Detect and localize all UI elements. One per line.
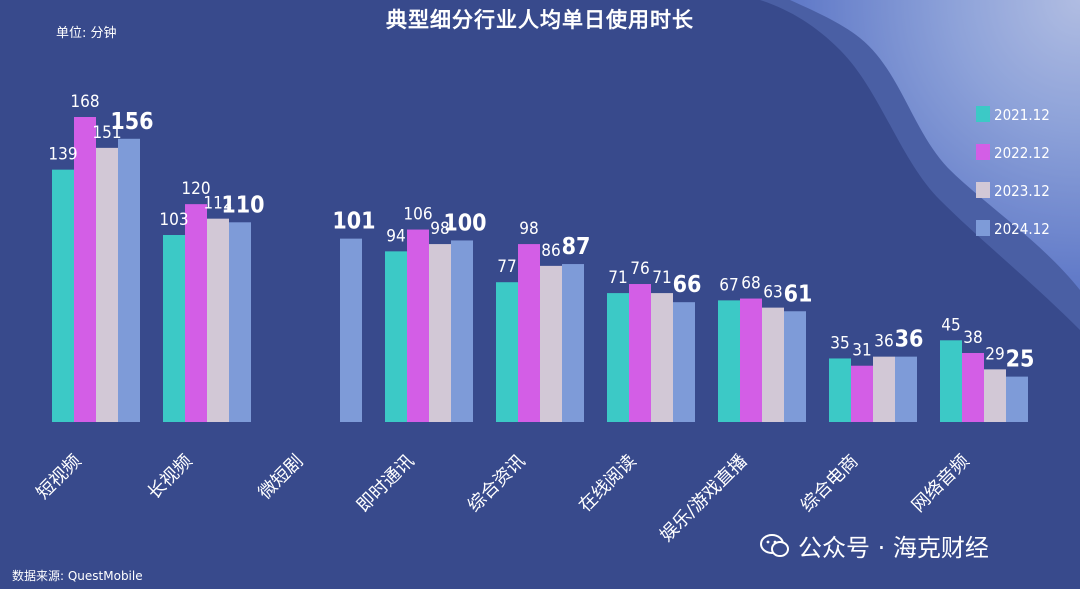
category-label-在线阅读: 在线阅读 [575, 451, 641, 517]
bar-2024.12-微短剧 [340, 238, 362, 422]
bar-2023.12-长视频 [207, 218, 229, 422]
bar-2021.12-即时通讯 [385, 251, 407, 422]
data-label-2022.12-在线阅读: 76 [630, 259, 649, 279]
watermark-text: 公众号 · 海克财经 [798, 534, 989, 562]
bar-2022.12-综合电商 [851, 365, 873, 422]
data-label-2023.12-短视频: 151 [92, 123, 121, 143]
bar-2022.12-综合资讯 [518, 244, 540, 422]
bar-2024.12-在线阅读 [673, 302, 695, 422]
legend-label-2023.12: 2023.12 [994, 182, 1050, 200]
bar-2024.12-网络音频 [1006, 376, 1028, 422]
bar-2021.12-在线阅读 [607, 293, 629, 422]
bar-2022.12-网络音频 [962, 353, 984, 422]
wechat-icon [760, 533, 789, 557]
data-label-2022.12-综合电商: 31 [852, 341, 871, 361]
category-label-长视频: 长视频 [144, 451, 197, 504]
category-label-微短剧: 微短剧 [255, 451, 308, 504]
data-label-2022.12-短视频: 168 [70, 92, 99, 112]
data-label-2021.12-娱乐/游戏直播: 67 [719, 275, 738, 295]
data-label-2024.12-长视频: 110 [221, 192, 264, 218]
data-label-2021.12-综合电商: 35 [830, 333, 849, 353]
data-label-2024.12-短视频: 156 [110, 109, 153, 135]
data-label-2021.12-短视频: 139 [48, 145, 77, 165]
watermark: 公众号 · 海克财经 [760, 528, 989, 563]
bar-2021.12-网络音频 [940, 340, 962, 422]
bar-2022.12-即时通讯 [407, 229, 429, 422]
bar-2021.12-长视频 [163, 235, 185, 422]
data-label-2023.12-即时通讯: 98 [430, 219, 449, 239]
data-label-2023.12-综合资讯: 86 [541, 241, 560, 261]
bar-2022.12-短视频 [74, 117, 96, 422]
data-label-2022.12-网络音频: 38 [963, 328, 982, 348]
data-label-2024.12-娱乐/游戏直播: 61 [784, 281, 813, 307]
data-label-2024.12-综合资讯: 87 [562, 234, 591, 260]
data-label-2022.12-综合资讯: 98 [519, 219, 538, 239]
bar-2021.12-综合电商 [829, 358, 851, 422]
chart-title: 典型细分行业人均单日使用时长 [386, 8, 694, 32]
data-source: 数据来源: QuestMobile [12, 569, 143, 583]
data-label-2024.12-微短剧: 101 [332, 209, 375, 235]
data-label-2024.12-在线阅读: 66 [673, 272, 702, 298]
category-label-网络音频: 网络音频 [908, 451, 974, 517]
legend-swatch-2023.12 [976, 182, 990, 198]
bar-2021.12-娱乐/游戏直播 [718, 300, 740, 422]
data-label-2021.12-长视频: 103 [159, 210, 188, 230]
data-label-2023.12-在线阅读: 71 [652, 268, 671, 288]
data-label-2023.12-长视频: 112 [203, 194, 232, 214]
bar-2024.12-即时通讯 [451, 240, 473, 422]
bar-2021.12-综合资讯 [496, 282, 518, 422]
data-label-2022.12-即时通讯: 106 [403, 205, 432, 225]
bar-2023.12-即时通讯 [429, 244, 451, 422]
data-label-2021.12-综合资讯: 77 [497, 257, 516, 277]
data-label-2022.12-长视频: 120 [181, 179, 210, 199]
bar-2024.12-长视频 [229, 222, 251, 422]
category-label-综合电商: 综合电商 [797, 451, 863, 517]
data-label-2024.12-即时通讯: 100 [443, 210, 486, 236]
legend-swatch-2021.12 [976, 106, 990, 122]
bar-2022.12-娱乐/游戏直播 [740, 298, 762, 422]
unit-label: 单位: 分钟 [56, 26, 117, 41]
data-label-2021.12-在线阅读: 71 [608, 268, 627, 288]
legend-swatch-2022.12 [976, 144, 990, 160]
legend-label-2021.12: 2021.12 [994, 106, 1050, 124]
bar-2023.12-在线阅读 [651, 293, 673, 422]
category-label-即时通讯: 即时通讯 [353, 451, 419, 517]
decorative-corner-wave [790, 0, 1080, 290]
legend-label-2022.12: 2022.12 [994, 144, 1050, 162]
category-label-娱乐/游戏直播: 娱乐/游戏直播 [656, 451, 752, 547]
category-label-综合资讯: 综合资讯 [464, 451, 530, 517]
bar-2022.12-长视频 [185, 204, 207, 422]
data-label-2023.12-网络音频: 29 [985, 344, 1004, 364]
data-label-2021.12-网络音频: 45 [941, 315, 960, 335]
data-label-2023.12-娱乐/游戏直播: 63 [763, 283, 782, 303]
data-label-2024.12-网络音频: 25 [1006, 347, 1035, 373]
bar-2023.12-综合资讯 [540, 265, 562, 422]
category-label-短视频: 短视频 [33, 451, 86, 504]
data-label-2022.12-娱乐/游戏直播: 68 [741, 274, 760, 294]
bar-2021.12-短视频 [52, 169, 74, 422]
data-label-2021.12-即时通讯: 94 [386, 226, 405, 246]
bar-2024.12-综合电商 [895, 356, 917, 422]
data-label-2023.12-综合电商: 36 [874, 332, 893, 352]
data-label-2024.12-综合电商: 36 [895, 327, 924, 353]
bar-2023.12-网络音频 [984, 369, 1006, 422]
bar-2023.12-短视频 [96, 147, 118, 422]
decorative-corner-wave-outer [760, 0, 1080, 330]
legend-swatch-2024.12 [976, 220, 990, 236]
bar-2022.12-在线阅读 [629, 284, 651, 422]
bar-2024.12-短视频 [118, 138, 140, 423]
legend-label-2024.12: 2024.12 [994, 220, 1050, 238]
bar-2023.12-综合电商 [873, 356, 895, 422]
bar-2024.12-综合资讯 [562, 264, 584, 422]
bar-2023.12-娱乐/游戏直播 [762, 307, 784, 422]
bar-2024.12-娱乐/游戏直播 [784, 311, 806, 422]
